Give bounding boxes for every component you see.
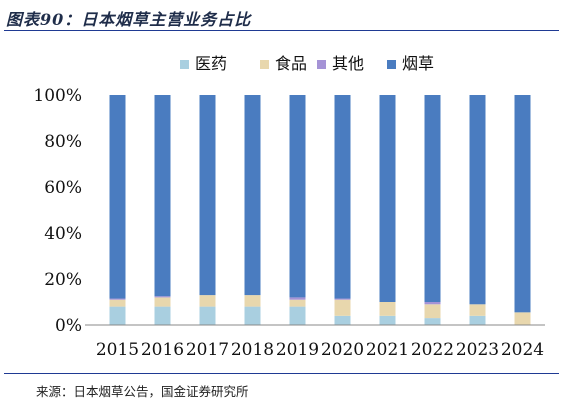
legend-swatch-1 xyxy=(260,60,269,69)
bar-segment-2019-1 xyxy=(289,299,306,307)
x-tick-label: 2022 xyxy=(411,340,454,360)
legend-swatch-0 xyxy=(180,60,189,69)
bar-segment-2018-3 xyxy=(244,95,261,296)
bars xyxy=(109,95,531,325)
y-axis: 0% 20% 40% 60% 80% 100% xyxy=(33,86,82,336)
bar-segment-2016-1 xyxy=(154,297,171,307)
bar-segment-2021-3 xyxy=(379,95,396,302)
x-tick-label: 2016 xyxy=(141,340,184,360)
bar-segment-2017-3 xyxy=(199,95,216,296)
title-divider xyxy=(4,30,559,31)
bar-segment-2018-1 xyxy=(244,295,261,307)
bar-segment-2015-1 xyxy=(109,299,126,307)
bar-segment-2016-0 xyxy=(154,306,171,325)
stacked-bar-chart: 医药 食品 其他 烟草 0% 20% 40% 60% 80% 100% 2015 2016 2017… xyxy=(33,54,545,360)
bar-segment-2019-0 xyxy=(289,306,306,325)
x-tick-label: 2018 xyxy=(231,340,274,360)
source-divider xyxy=(4,373,559,374)
y-tick-label: 40% xyxy=(44,224,82,244)
bar-segment-2020-0 xyxy=(334,315,351,325)
bar-segment-2022-0 xyxy=(424,318,441,325)
x-tick-label: 2020 xyxy=(321,340,364,360)
bar-segment-2020-1 xyxy=(334,299,351,316)
bar-segment-2020-3 xyxy=(334,95,351,299)
bar-segment-2023-3 xyxy=(469,95,486,305)
bar-segment-2023-0 xyxy=(469,315,486,325)
bar-segment-2024-1 xyxy=(514,312,531,325)
x-axis: 2015 2016 2017 2018 2019 2020 2021 2022 2023 2024 xyxy=(85,324,545,360)
bar-segment-2024-3 xyxy=(514,95,531,313)
x-tick-label: 2017 xyxy=(186,340,229,360)
bar-segment-2017-0 xyxy=(199,306,216,325)
bar-segment-2021-1 xyxy=(379,302,396,316)
bar-segment-2019-2 xyxy=(289,297,306,300)
legend-label-2: 其他 xyxy=(332,54,364,73)
x-tick-label: 2021 xyxy=(366,340,409,360)
bar-segment-2015-3 xyxy=(109,95,126,299)
legend-swatch-2 xyxy=(317,60,326,69)
legend-label-0: 医药 xyxy=(195,54,227,73)
bar-segment-2022-3 xyxy=(424,95,441,302)
bar-segment-2016-3 xyxy=(154,95,171,297)
x-tick-label: 2015 xyxy=(96,340,139,360)
bar-segment-2015-0 xyxy=(109,306,126,325)
y-tick-label: 20% xyxy=(44,270,82,290)
x-tick-label: 2023 xyxy=(456,340,499,360)
bar-segment-2023-1 xyxy=(469,304,486,316)
legend-swatch-3 xyxy=(387,60,396,69)
bar-segment-2020-2 xyxy=(334,298,351,300)
bar-segment-2022-1 xyxy=(424,304,441,319)
bar-segment-2022-2 xyxy=(424,302,441,305)
bar-segment-2015-2 xyxy=(109,298,126,300)
x-tick-label: 2019 xyxy=(276,340,319,360)
y-tick-label: 60% xyxy=(44,178,82,198)
y-tick-label: 80% xyxy=(44,132,82,152)
bar-segment-2016-2 xyxy=(154,296,171,298)
x-tick-label: 2024 xyxy=(501,340,544,360)
bar-segment-2017-1 xyxy=(199,295,216,307)
bar-segment-2018-0 xyxy=(244,306,261,325)
legend-label-1: 食品 xyxy=(275,54,307,73)
bar-segment-2021-0 xyxy=(379,315,396,325)
bar-segment-2019-3 xyxy=(289,95,306,298)
legend-label-3: 烟草 xyxy=(402,54,434,73)
y-tick-label: 0% xyxy=(55,316,82,336)
y-tick-label: 100% xyxy=(33,86,82,106)
source-note: 来源：日本烟草公告，国金证券研究所 xyxy=(36,384,249,399)
chart-title: 图表90：日本烟草主营业务占比 xyxy=(6,10,252,29)
legend: 医药 食品 其他 烟草 xyxy=(180,54,434,73)
